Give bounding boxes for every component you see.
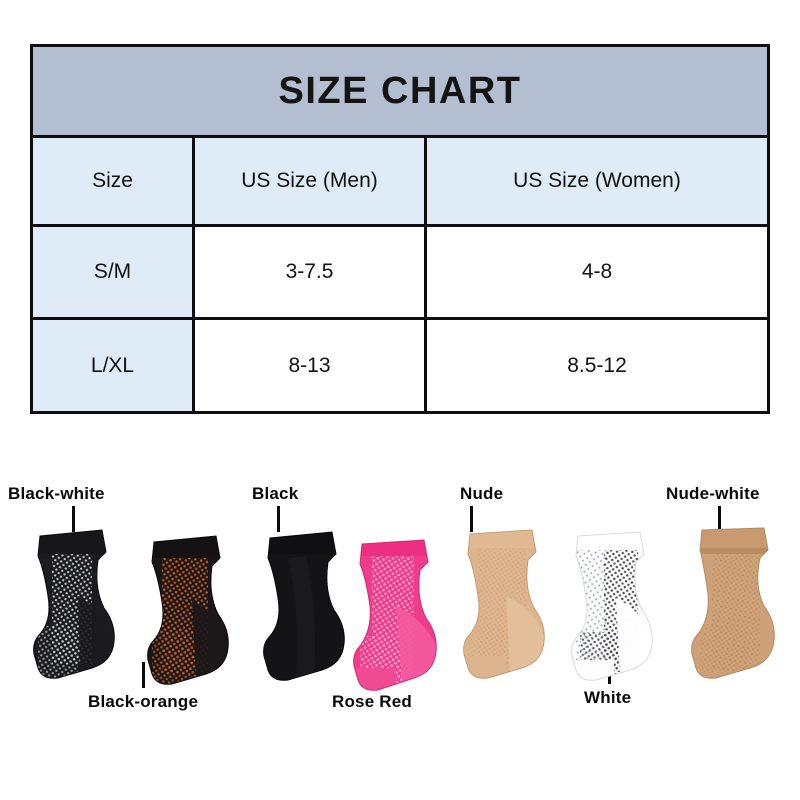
cell-us-men: 3-7.5 xyxy=(195,227,427,317)
column-header-us-men: US Size (Men) xyxy=(195,138,427,224)
product-image-black xyxy=(248,528,356,688)
callout-label-nude-white: Nude-white xyxy=(666,484,760,503)
cell-us-men: 8-13 xyxy=(195,320,427,411)
cell-size: S/M xyxy=(33,227,195,317)
cell-size: L/XL xyxy=(33,320,195,411)
column-header-size: Size xyxy=(33,138,195,224)
product-image-black-white xyxy=(18,526,126,686)
product-image-rose-red xyxy=(338,536,446,696)
callout-label-black: Black xyxy=(252,484,299,503)
product-color-gallery: Black-white Black Nude Nude-white Black-… xyxy=(0,440,800,760)
leader-line-nude xyxy=(470,506,473,532)
size-chart-table: SIZE CHART Size US Size (Men) US Size (W… xyxy=(30,44,770,414)
product-image-black-orange xyxy=(132,532,240,692)
leader-line-nude-white xyxy=(718,506,721,532)
table-row: L/XL 8-13 8.5-12 xyxy=(33,320,767,411)
product-image-nude xyxy=(448,526,556,686)
page-title: SIZE CHART xyxy=(278,69,522,112)
product-image-nude-white xyxy=(676,524,784,684)
cell-us-women: 4-8 xyxy=(427,227,767,317)
leader-line-black-white xyxy=(72,506,75,532)
product-image-white xyxy=(556,528,664,688)
leader-line-black-orange xyxy=(142,662,145,688)
table-header-row: Size US Size (Men) US Size (Women) xyxy=(33,138,767,227)
callout-label-black-orange: Black-orange xyxy=(88,692,199,711)
callout-label-white: White xyxy=(584,688,632,707)
table-row: S/M 3-7.5 4-8 xyxy=(33,227,767,320)
leader-line-black xyxy=(277,506,280,532)
size-chart-title-band: SIZE CHART xyxy=(33,47,767,138)
cell-us-women: 8.5-12 xyxy=(427,320,767,411)
column-header-us-women: US Size (Women) xyxy=(427,138,767,224)
callout-label-rose-red: Rose Red xyxy=(332,692,413,711)
callout-label-nude: Nude xyxy=(460,484,504,503)
callout-label-black-white: Black-white xyxy=(8,484,105,503)
